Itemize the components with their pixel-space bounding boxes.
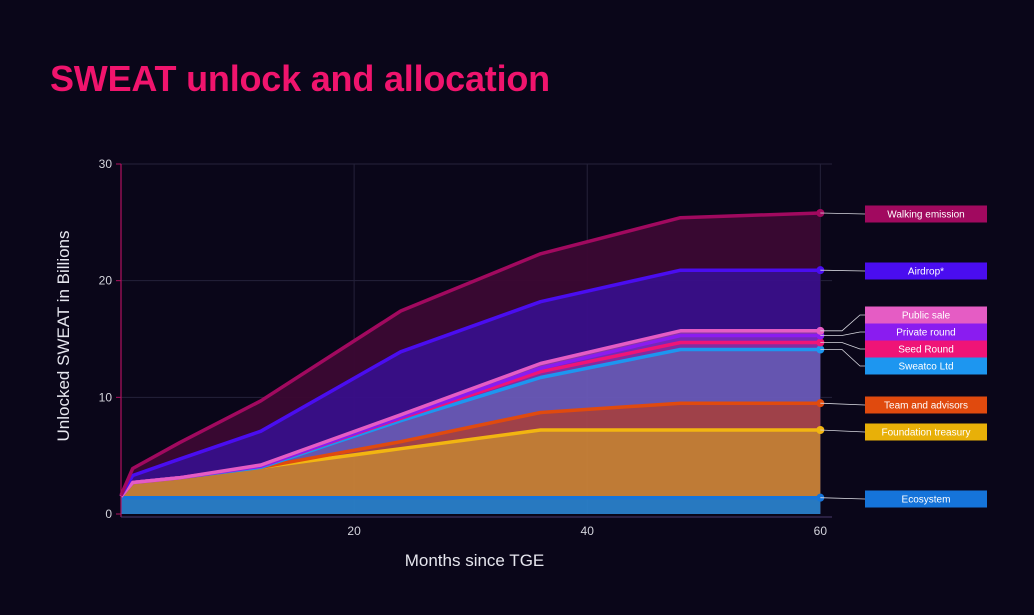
legend-connector-team-and-advisors	[820, 402, 866, 406]
y-tick-label-20: 20	[99, 274, 113, 288]
legend-label-ecosystem: Ecosystem	[902, 495, 951, 506]
y-tick-label-10: 10	[99, 390, 113, 404]
area-team-and-advisors	[121, 403, 821, 497]
y-tick-label-30: 30	[99, 157, 113, 171]
legend-connector-private-round	[820, 331, 865, 336]
chart-title: SWEAT unlock and allocation	[50, 58, 550, 99]
line-series	[119, 209, 825, 502]
legend-label-airdrop-: Airdrop*	[908, 267, 944, 278]
x-tick-label-40: 40	[581, 524, 595, 538]
y-tick-label-0: 0	[105, 507, 112, 521]
area-walking-emission	[121, 213, 821, 496]
legend-label-public-sale: Public sale	[902, 311, 951, 322]
legend-connector-ecosystem	[820, 497, 866, 500]
area-airdrop-	[121, 270, 821, 497]
legend-swatch-walking-emission	[865, 205, 987, 223]
x-axis-title: Months since TGE	[405, 551, 545, 570]
line-walking-emission	[119, 211, 821, 497]
legend-swatch-airdrop-	[865, 262, 987, 280]
line-airdrop-	[119, 268, 821, 497]
legend-connector-foundation-treasury	[820, 429, 866, 433]
legend-swatch-private-round	[865, 323, 987, 341]
legend-connector-sweatco-ltd	[820, 349, 865, 367]
legend-swatch-seed-round	[865, 340, 987, 358]
legend-swatch-ecosystem	[865, 490, 987, 508]
legend-label-private-round: Private round	[896, 328, 955, 339]
legend-connector-public-sale	[820, 314, 865, 332]
legend: Walking emission Airdrop* Public sale Priva…	[820, 205, 987, 508]
legend-connector-walking-emission	[820, 212, 866, 215]
legend-label-foundation-treasury: Foundation treasury	[882, 428, 971, 439]
x-tick-label-20: 20	[347, 524, 361, 538]
line-public-sale	[119, 329, 821, 498]
legend-connector-airdrop-	[820, 269, 866, 272]
legend-connector-seed-round	[820, 342, 865, 350]
legend-label-team-and-advisors: Team and advisors	[884, 401, 968, 412]
legend-label-walking-emission: Walking emission	[887, 210, 964, 221]
y-axis-title: Unlocked SWEAT in Billions	[54, 230, 73, 441]
legend-label-sweatco-ltd: Sweatco Ltd	[898, 362, 953, 373]
area-foundation-treasury	[121, 430, 821, 498]
legend-label-seed-round: Seed Round	[898, 345, 954, 356]
area-ecosystem	[121, 497, 821, 514]
legend-swatch-public-sale	[865, 306, 987, 324]
axes: 0 10 20 30 20 40 60 Months since TGE Unlocked SW…	[54, 157, 832, 570]
legend-swatch-sweatco-ltd	[865, 357, 987, 375]
x-tick-label-60: 60	[814, 524, 828, 538]
legend-swatch-foundation-treasury	[865, 423, 987, 441]
legend-swatch-team-and-advisors	[865, 396, 987, 414]
